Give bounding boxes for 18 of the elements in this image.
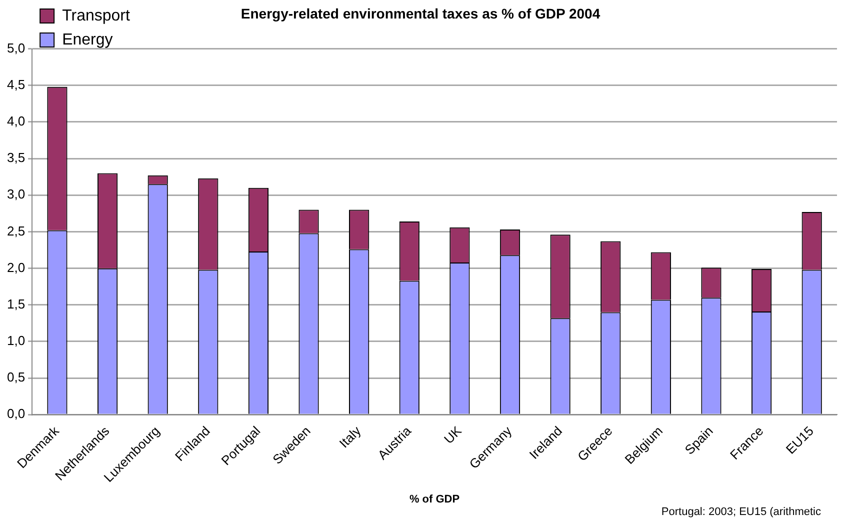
- y-tick-label: 2,0: [6, 260, 26, 275]
- legend-label: Energy: [62, 31, 113, 48]
- y-tick-label: 4,5: [6, 76, 26, 92]
- y-tick-label: 5,0: [6, 40, 26, 56]
- x-axis-title: % of GDP: [409, 493, 460, 506]
- chart-title: Energy-related environmental taxes as % of GDP 2004: [240, 5, 600, 22]
- legend-label: Transport: [62, 7, 130, 24]
- y-tick-label: 1,5: [6, 296, 26, 312]
- y-tick-label: 0,5: [6, 370, 26, 385]
- y-tick-label: 0,0: [6, 406, 26, 422]
- x-tick-label: UK: [440, 423, 465, 447]
- y-tick-label: 4,0: [6, 114, 26, 129]
- x-tick-label: Italy: [336, 422, 364, 451]
- y-tick-label: 1,0: [6, 333, 26, 348]
- text: Portugal: 2003; EU15 (arithmetic: [661, 506, 821, 518]
- y-tick-label: 3,5: [6, 150, 26, 166]
- y-tick-label: 2,5: [6, 223, 26, 238]
- y-tick-label: 3,0: [6, 186, 26, 202]
